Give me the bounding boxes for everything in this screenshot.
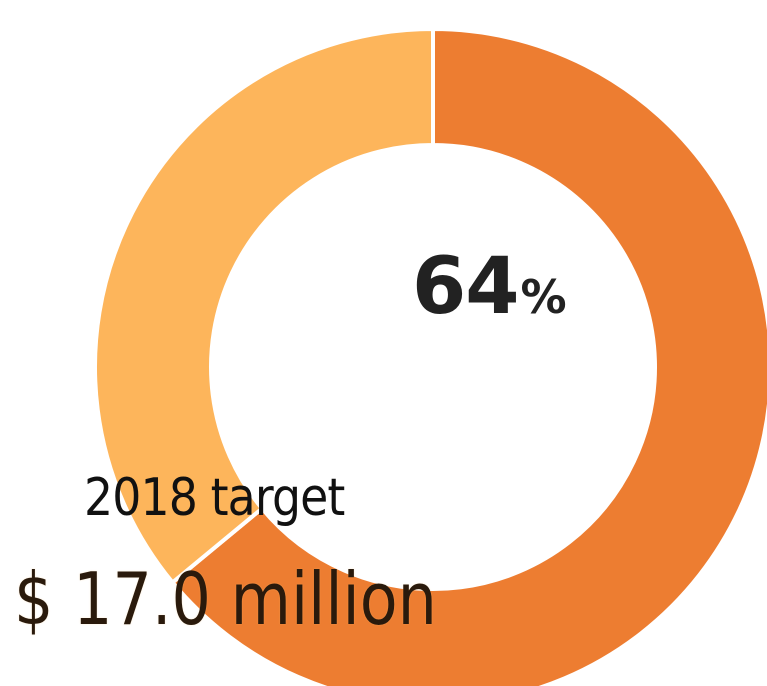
donut-slice-1 bbox=[169, 26, 767, 686]
center-percentage: 64% bbox=[412, 248, 612, 326]
target-label: 2018 target bbox=[84, 468, 345, 528]
donut-slice-2 bbox=[93, 26, 435, 586]
target-amount: $ 17.0 million bbox=[14, 557, 437, 641]
center-value: 64 bbox=[412, 242, 520, 332]
center-unit: % bbox=[520, 270, 567, 324]
donut-slices bbox=[93, 26, 767, 686]
